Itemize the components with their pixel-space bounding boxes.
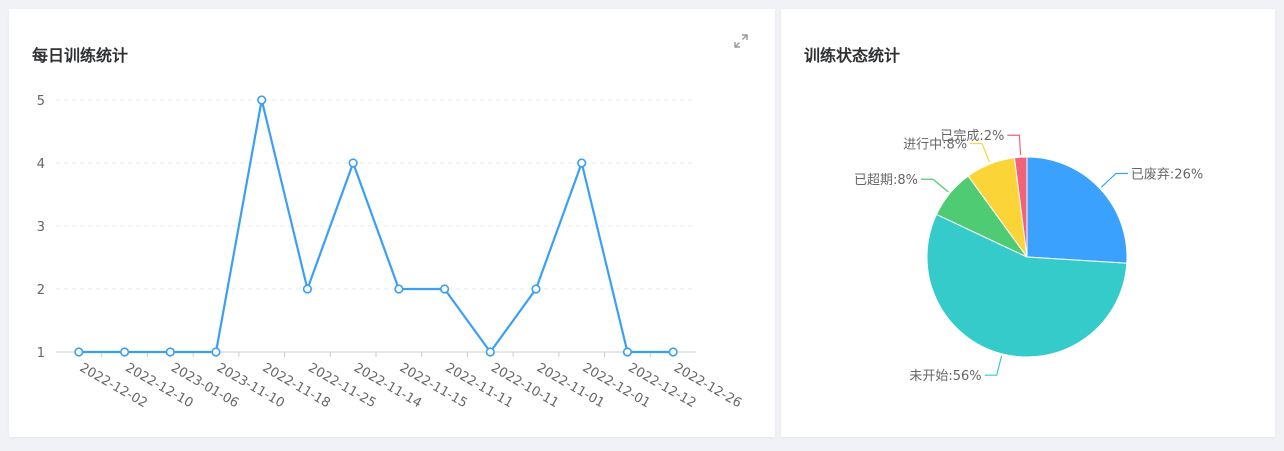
slice-label: 已废弃:26%: [1131, 166, 1203, 182]
slice-label: 进行中:8%: [903, 138, 967, 153]
pie-slice: [1013, 156, 1028, 258]
data-line: [78, 98, 674, 354]
label-leader-line: [920, 178, 949, 193]
data-point: [165, 347, 175, 357]
panel-title: 训练状态统计: [804, 46, 901, 65]
pie-slice: [926, 213, 1128, 358]
label-leader-line: [1007, 134, 1022, 156]
label-leader-line: [1100, 172, 1128, 188]
line-chart: 123452022-12-022022-12-102023-01-062023-…: [37, 94, 744, 411]
label-leader-line: [970, 142, 991, 163]
slice-label: 已完成:2%: [940, 129, 1004, 144]
daily-training-panel: 每日训练统计 1 2 3 4 5 2022-12-02 2022-12-10 2023-01-…: [9, 9, 775, 437]
data-point: [394, 284, 404, 294]
data-point: [668, 347, 678, 357]
data-point: [74, 347, 84, 357]
y-tick-label: 2: [37, 283, 45, 298]
data-point: [211, 347, 221, 357]
y-tick-label: 1: [37, 346, 45, 361]
slice-label: 未开始:56%: [909, 369, 981, 384]
data-point: [348, 158, 358, 168]
data-point: [622, 347, 633, 357]
data-point: [439, 284, 450, 294]
expand-icon[interactable]: [733, 33, 749, 49]
y-tick-label: 3: [37, 220, 45, 235]
data-point: [119, 347, 130, 357]
label-leader-line: [984, 355, 1003, 376]
pie-chart: 已废弃:26% 未开始:56% 已超期:8% 进行中:8%已完成:2%: [854, 129, 1203, 384]
data-point: [531, 284, 541, 294]
slice-label: 已超期:8%: [854, 173, 918, 188]
pie-slice: [1026, 156, 1128, 264]
y-tick-label: 5: [37, 94, 45, 109]
data-point: [302, 284, 313, 294]
data-point: [577, 158, 587, 168]
panel-title: 每日训练统计: [32, 46, 129, 65]
data-point: [257, 95, 267, 105]
data-point: [485, 347, 495, 357]
training-status-panel: 训练状态统计 已废弃:26% 未开始:56% 已超期:8% 进行中:8% 已完成:2%: [781, 9, 1275, 437]
y-tick-label: 4: [37, 157, 45, 172]
